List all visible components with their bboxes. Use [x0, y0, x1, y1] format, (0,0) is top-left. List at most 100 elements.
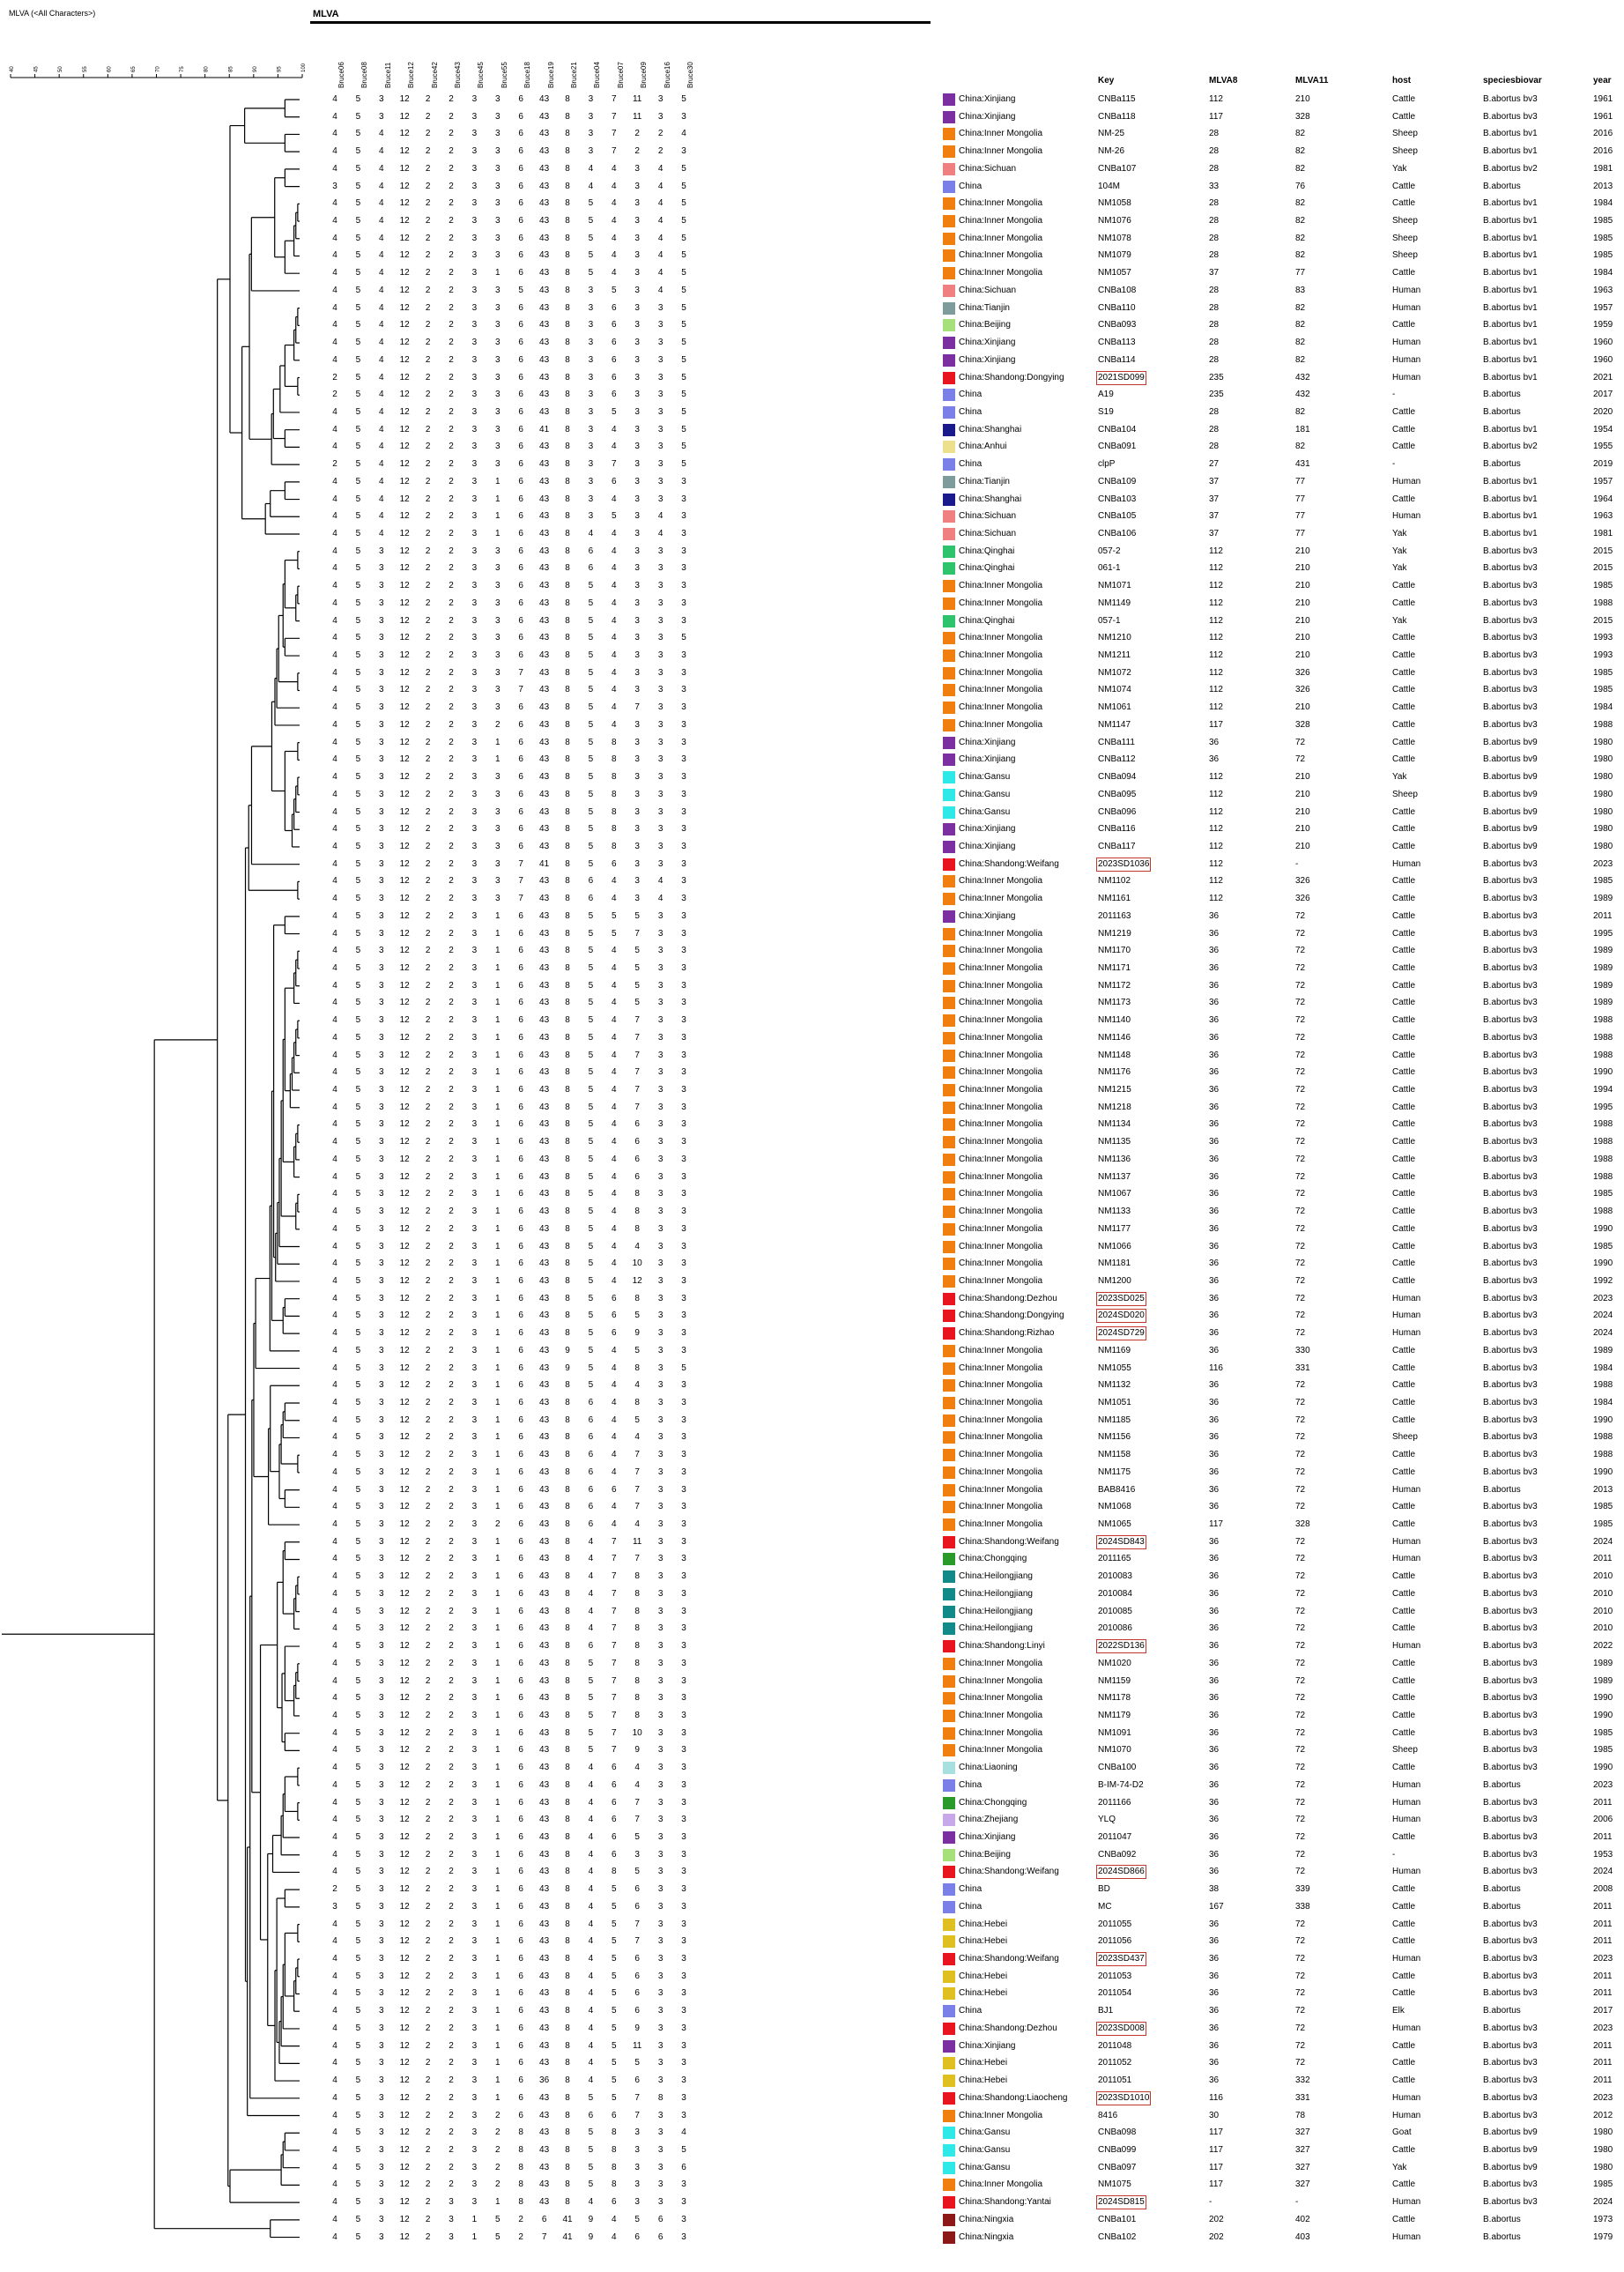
locus-value: 8 [518, 2144, 523, 2155]
mlva8-value: 28 [1209, 233, 1220, 243]
locus-value: 3 [379, 789, 384, 799]
locus-value: 43 [539, 1536, 550, 1547]
locus-value: 3 [634, 354, 640, 365]
species-value: B.abortus bv9 [1483, 2162, 1538, 2172]
mlva11-value: 72 [1295, 1849, 1306, 1860]
locus-value: 12 [399, 1119, 410, 1130]
locus-value: 12 [399, 1293, 410, 1303]
host-value: Cattle [1392, 1067, 1416, 1078]
mlva8-value: 112 [1209, 563, 1223, 574]
host-value: Human [1392, 338, 1421, 348]
locus-value: 4 [332, 1259, 337, 1269]
locus-value: 4 [612, 563, 617, 574]
locus-value: 3 [634, 581, 640, 591]
locus-value: 43 [539, 928, 550, 939]
mlva11-value: 210 [1295, 546, 1310, 556]
location-color-chip [943, 1136, 955, 1149]
locus-value: 3 [657, 1519, 664, 1530]
strain-key: NM1020 [1098, 1658, 1131, 1668]
location-color-chip [943, 128, 955, 141]
locus-value: 3 [588, 94, 594, 104]
locus-value: 4 [332, 2214, 337, 2224]
locus-value: 3 [634, 667, 640, 678]
locus-value: 43 [539, 372, 550, 382]
species-value: B.abortus bv1 [1483, 372, 1538, 382]
locus-value: 6 [518, 1815, 523, 1825]
locus-value: 7 [518, 858, 523, 869]
locus-value: 12 [399, 1971, 410, 1981]
species-value: B.abortus bv3 [1483, 1259, 1538, 1269]
host-value: Cattle [1392, 1223, 1416, 1234]
mlva11-value: 82 [1295, 233, 1306, 243]
locus-value: 3 [657, 442, 664, 452]
locus-value: 5 [355, 1484, 361, 1495]
species-value: B.abortus bv9 [1483, 841, 1538, 851]
location-label: China:Inner Mongolia [959, 685, 1043, 695]
locus-value: 43 [539, 302, 550, 313]
locus-value: 2 [425, 1571, 431, 1582]
locus-value: 2 [449, 1675, 454, 1686]
locus-value: 12 [399, 494, 410, 504]
location-color-chip [943, 718, 955, 731]
locus-value: 3 [379, 1849, 384, 1860]
locus-header: Bruce43 [454, 62, 462, 88]
locus-value: 1 [495, 1502, 501, 1512]
mlva8-value: 116 [1209, 1362, 1223, 1373]
locus-value: 5 [355, 2127, 361, 2138]
locus-value: 5 [355, 111, 361, 122]
locus-value: 2 [634, 129, 640, 139]
location-label: China [959, 390, 983, 400]
strain-key: NM1185 [1098, 1414, 1131, 1425]
locus-value: 3 [471, 1223, 478, 1234]
location-color-chip [943, 910, 955, 923]
locus-value: 12 [399, 1450, 410, 1460]
locus-value: 7 [634, 1450, 640, 1460]
host-value: Cattle [1392, 1727, 1416, 1738]
year-value: 1963 [1593, 511, 1613, 522]
mlva8-value: 117 [1209, 1519, 1223, 1530]
locus-value: 2 [449, 1050, 454, 1060]
locus-value: 2 [425, 1015, 431, 1026]
locus-value: 3 [681, 1745, 686, 1756]
locus-value: 6 [518, 390, 523, 400]
locus-value: 43 [539, 442, 550, 452]
strain-key: NM1147 [1098, 719, 1131, 730]
locus-value: 2 [449, 1745, 454, 1756]
locus-value: 2 [518, 2214, 523, 2224]
locus-value: 4 [612, 1362, 617, 1373]
locus-value: 3 [681, 1815, 686, 1825]
locus-value: 4 [588, 1954, 594, 1964]
species-value: B.abortus bv1 [1483, 233, 1538, 243]
locus-value: 2 [425, 1466, 431, 1477]
mlva8-value: 36 [1209, 1241, 1220, 1251]
locus-value: 7 [612, 94, 617, 104]
locus-value: 3 [657, 1727, 664, 1738]
locus-value: 6 [518, 1919, 523, 1929]
locus-value: 43 [539, 494, 550, 504]
locus-value: 3 [634, 858, 640, 869]
locus-value: 4 [612, 2231, 617, 2242]
locus-value: 6 [518, 338, 523, 348]
location-color-chip [943, 1397, 955, 1409]
locus-value: 6 [518, 650, 523, 661]
locus-value: 3 [681, 789, 686, 799]
locus-value: 2 [425, 2092, 431, 2103]
mlva11-value: 72 [1295, 754, 1306, 765]
locus-value: 43 [539, 1102, 550, 1112]
locus-value: 1 [495, 1815, 501, 1825]
locus-value: 2 [425, 94, 431, 104]
locus-value: 3 [471, 1310, 478, 1321]
locus-value: 3 [379, 598, 384, 608]
locus-value: 2 [449, 129, 454, 139]
species-value: B.abortus bv3 [1483, 2040, 1538, 2051]
locus-value: 3 [471, 1328, 478, 1339]
strain-key: 2022SD136 [1096, 1639, 1146, 1654]
strain-key: S19 [1098, 406, 1114, 417]
locus-value: 6 [518, 910, 523, 921]
locus-value: 2 [425, 1032, 431, 1043]
locus-value: 4 [332, 1015, 337, 1026]
strain-key: NM1161 [1098, 894, 1131, 904]
scale-tick-label: 90 [253, 66, 258, 72]
locus-value: 43 [539, 963, 550, 973]
locus-value: 8 [565, 1675, 570, 1686]
